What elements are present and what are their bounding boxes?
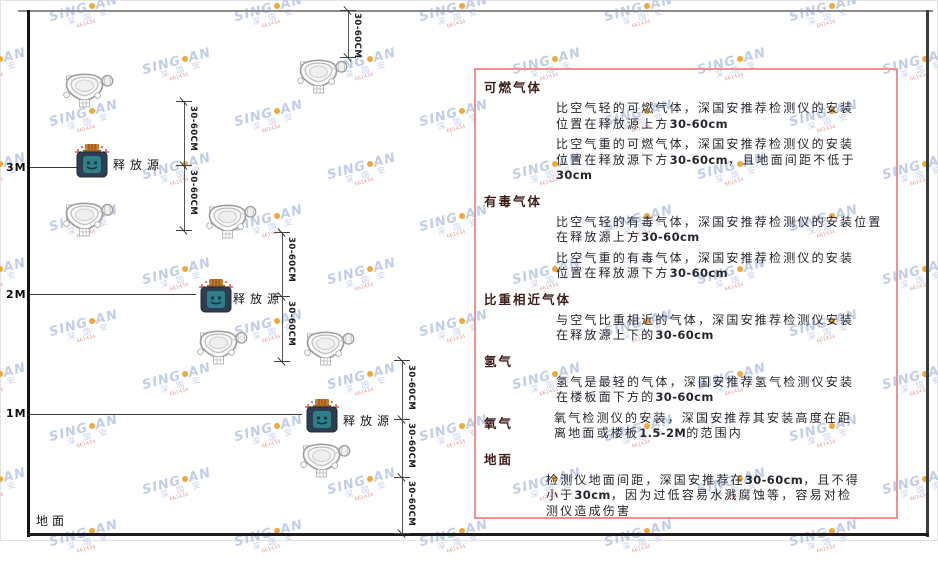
gas-detector-icon	[60, 197, 114, 239]
ground-label: 地面	[36, 514, 69, 528]
release-source-icon	[302, 399, 342, 435]
section-heading: 地面	[484, 451, 514, 467]
section-heading: 氧气	[484, 415, 514, 431]
level-line-3m	[30, 167, 80, 168]
dimension-label: 30-60CM	[188, 170, 198, 216]
section-paragraph: 比空气重的可燃气体，深国安推荐检测仪的安装 位置在释放源下方30-60cm，且地…	[556, 137, 856, 182]
section-paragraph: 氢气是最轻的气体，深国安推荐氢气检测仪安装 在楼板面下方的30-60cm	[556, 374, 855, 405]
section-paragraph: 与空气比重相近的气体，深国安推荐检测仪安装 在释放源上下的30-60cm	[556, 312, 855, 343]
gas-detector-icon	[297, 438, 351, 480]
ceiling-line	[18, 10, 933, 12]
dimension-tick	[274, 361, 290, 362]
level-line-2m	[30, 294, 196, 295]
info-panel-content: 可燃气体 比空气轻的可燃气体，深国安推荐检测仪的安装 位置在释放源上方30-60c…	[484, 77, 886, 519]
section-paragraph: 氧气检测仪的安装，深国安推荐其安装高度在距 离地面或楼板1.5-2M的范围内	[554, 410, 853, 441]
dimension-label: 30-60CM	[406, 423, 416, 469]
height-label-1m: 1M	[6, 407, 27, 420]
panel-section-3: 氢气氢气是最轻的气体，深国安推荐氢气检测仪安装 在楼板面下方的30-60cm	[484, 351, 886, 406]
section-paragraph: 比空气轻的有毒气体，深国安推荐检测仪的安装位置 在释放源上方30-60cm	[556, 214, 883, 245]
height-label-3m: 3M	[6, 161, 27, 174]
dimension-label: 30-60CM	[188, 106, 198, 152]
section-heading: 比重相近气体	[484, 291, 572, 307]
release-source-icon	[196, 279, 236, 315]
height-label-2m: 2M	[6, 288, 27, 301]
dimension-tick	[274, 232, 290, 233]
panel-section-2: 比重相近气体与空气比重相近的气体，深国安推荐检测仪安装 在释放源上下的30-60…	[484, 289, 886, 344]
level-line-1m	[30, 414, 302, 415]
ground-line	[27, 533, 929, 536]
gas-detector-icon	[194, 325, 248, 367]
gas-detector-icon	[60, 68, 114, 110]
panel-section-5: 地面检测仪地面间距，深国安推荐在30-60cm，且不得 小于30cm，因为过低容…	[484, 449, 886, 520]
section-paragraph: 检测仪地面间距，深国安推荐在30-60cm，且不得 小于30cm，因为过低容易水…	[546, 472, 861, 518]
dimension-line-1m	[402, 360, 403, 533]
panel-section-4: 氧气 氧气检测仪的安装，深国安推荐其安装高度在距 离地面或楼板1.5-2M的范围内	[484, 406, 886, 442]
release-source-label: 释放源	[233, 292, 285, 306]
dimension-tick	[340, 57, 356, 58]
gas-detector-icon	[301, 326, 355, 368]
dimension-tick	[176, 101, 192, 102]
dimension-tick	[340, 10, 356, 11]
dimension-label: 30-60CM	[286, 237, 296, 283]
left-wall-line	[27, 10, 30, 537]
dimension-line-ceiling	[348, 10, 349, 57]
release-source-icon	[72, 144, 112, 180]
dimension-tick	[394, 360, 410, 361]
gas-detector-icon	[203, 199, 257, 241]
dimension-label: 30-60CM	[286, 301, 296, 347]
dimension-tick	[394, 533, 410, 534]
section-heading: 氢气	[484, 353, 514, 369]
section-paragraph: 比空气轻的可燃气体，深国安推荐检测仪的安装 位置在释放源上方30-60cm	[556, 101, 855, 131]
section-heading: 有毒气体	[484, 193, 543, 209]
panel-section-0: 可燃气体 比空气轻的可燃气体，深国安推荐检测仪的安装 位置在释放源上方30-60c…	[484, 77, 886, 184]
dimension-label: 30-60CM	[406, 365, 416, 411]
dimension-label: 30-60CM	[352, 13, 362, 59]
panel-section-1: 有毒气体 比空气轻的有毒气体，深国安推荐检测仪的安装位置 在释放源上方30-60c…	[484, 191, 886, 282]
section-heading: 可燃气体	[484, 80, 543, 95]
release-source-label: 释放源	[343, 414, 395, 428]
dimension-label: 30-60CM	[406, 481, 416, 527]
release-source-label: 释放源	[113, 158, 165, 172]
dimension-tick	[394, 477, 410, 478]
dimension-tick	[274, 296, 290, 297]
gas-detector-icon	[294, 54, 348, 96]
dimension-tick	[176, 165, 192, 166]
section-paragraph: 比空气重的有毒气体，深国安推荐检测仪的安装 位置在释放源下方30-60cm	[556, 250, 855, 281]
dimension-tick	[176, 230, 192, 231]
info-panel: 可燃气体 比空气轻的可燃气体，深国安推荐检测仪的安装 位置在释放源上方30-60c…	[474, 68, 898, 519]
right-wall-line	[926, 10, 929, 537]
dimension-tick	[394, 419, 410, 420]
